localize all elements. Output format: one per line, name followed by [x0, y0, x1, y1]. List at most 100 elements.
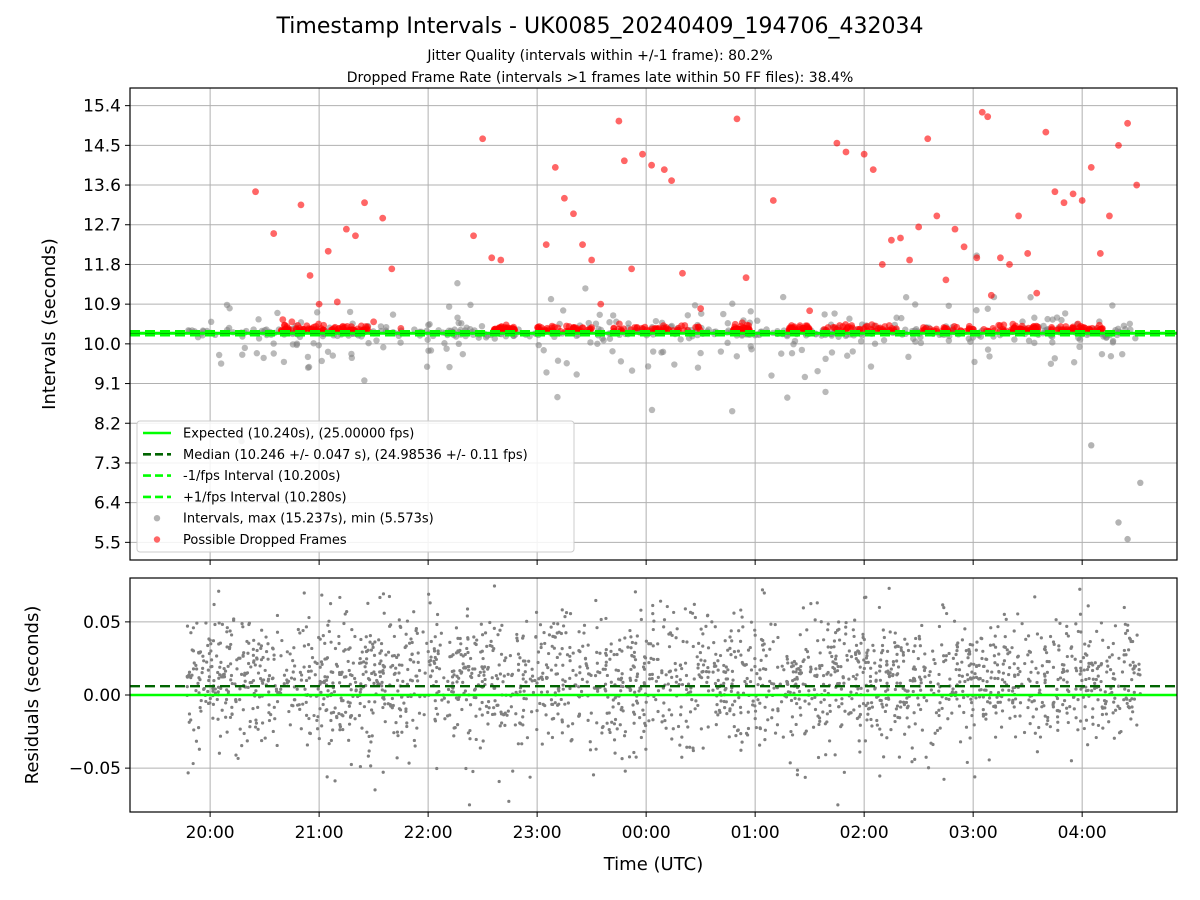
residual-point — [266, 642, 270, 646]
residual-point — [523, 670, 527, 674]
residual-point — [1086, 743, 1090, 747]
residual-point — [498, 628, 502, 632]
residual-point — [360, 726, 364, 730]
residual-point — [1074, 669, 1079, 673]
residual-point — [823, 689, 827, 693]
residual-point — [934, 711, 939, 715]
residual-point — [771, 640, 775, 644]
residual-point — [1093, 661, 1097, 665]
residual-point — [785, 654, 789, 659]
residual-point — [798, 706, 802, 710]
residual-point — [844, 632, 848, 636]
interval-point — [967, 338, 974, 345]
dropped-frame-point — [942, 276, 950, 284]
dropped-frame-point — [470, 232, 477, 240]
residual-point — [899, 705, 903, 709]
dropped-frame-point — [388, 265, 396, 273]
residual-point — [1101, 726, 1105, 730]
residual-point — [895, 673, 899, 677]
residual-point — [964, 725, 969, 729]
residual-point — [434, 680, 438, 684]
top-axis: 5.56.47.38.29.110.010.911.812.713.614.51… — [39, 87, 1178, 565]
dropped-frame-point — [933, 212, 941, 220]
residual-point — [322, 697, 326, 701]
residual-point — [445, 714, 450, 718]
residual-point — [475, 638, 479, 642]
residual-point — [816, 714, 820, 718]
residual-point — [219, 686, 223, 691]
residual-point — [996, 625, 1000, 629]
residual-point — [901, 700, 906, 704]
residual-point — [496, 677, 500, 681]
residual-point — [824, 753, 828, 757]
residual-point — [366, 601, 370, 605]
interval-point — [1119, 350, 1126, 358]
residual-point — [320, 680, 324, 684]
interval-point — [587, 339, 594, 346]
residual-point — [292, 646, 296, 650]
residual-point — [601, 724, 605, 729]
residual-point — [972, 662, 976, 666]
residual-point — [923, 666, 927, 670]
residual-point — [275, 700, 280, 704]
residual-point — [1030, 700, 1034, 704]
residual-point — [596, 689, 600, 693]
residual-point — [480, 679, 484, 684]
residual-point — [412, 610, 416, 614]
residual-point — [809, 602, 813, 606]
residual-point — [258, 664, 262, 668]
residual-point — [397, 707, 402, 711]
residual-point — [896, 644, 900, 649]
residual-point — [703, 659, 707, 663]
residual-point — [410, 640, 414, 645]
residual-point — [433, 699, 437, 703]
residual-point — [334, 662, 339, 666]
residual-point — [267, 690, 271, 694]
residual-point — [404, 709, 408, 713]
residual-point — [207, 678, 211, 683]
residual-point — [845, 658, 850, 662]
residual-point — [1035, 680, 1039, 685]
residual-point — [980, 636, 984, 641]
residual-point — [781, 735, 785, 739]
residual-point — [1098, 688, 1103, 692]
residual-point — [369, 708, 374, 712]
dropped-frame-point — [588, 324, 596, 331]
interval-point — [784, 394, 791, 401]
residual-point — [1111, 711, 1115, 715]
residual-point — [594, 598, 598, 603]
residual-point — [452, 726, 456, 730]
residual-point — [705, 614, 710, 618]
dropped-frame-point — [973, 254, 981, 262]
residual-point — [486, 667, 490, 671]
residual-point — [186, 771, 190, 775]
legend-entry-label: Median (10.246 +/- 0.047 s), (24.98536 +… — [183, 448, 528, 463]
dropped-frame-point — [1010, 324, 1018, 332]
residual-point — [792, 659, 796, 664]
residual-point — [550, 735, 555, 740]
interval-point — [768, 372, 775, 379]
residual-point — [595, 626, 599, 630]
residual-point — [518, 721, 522, 725]
residual-point — [680, 682, 685, 687]
residual-point — [492, 706, 496, 710]
residual-point — [668, 669, 672, 673]
residual-point — [1043, 714, 1047, 718]
residual-point — [586, 643, 590, 647]
residual-point — [745, 676, 749, 681]
residual-point — [563, 702, 567, 706]
residual-point — [739, 748, 743, 752]
residual-point — [885, 649, 890, 653]
residual-point — [206, 701, 211, 706]
residual-point — [691, 644, 695, 649]
dropped-frame-point — [796, 322, 804, 330]
residual-point — [1087, 665, 1091, 669]
residual-point — [398, 714, 403, 718]
residual-point — [1111, 641, 1115, 646]
residual-point — [785, 682, 789, 686]
residual-point — [816, 639, 820, 643]
residual-point — [412, 738, 416, 743]
residual-point — [917, 675, 922, 679]
residual-point — [738, 639, 743, 643]
